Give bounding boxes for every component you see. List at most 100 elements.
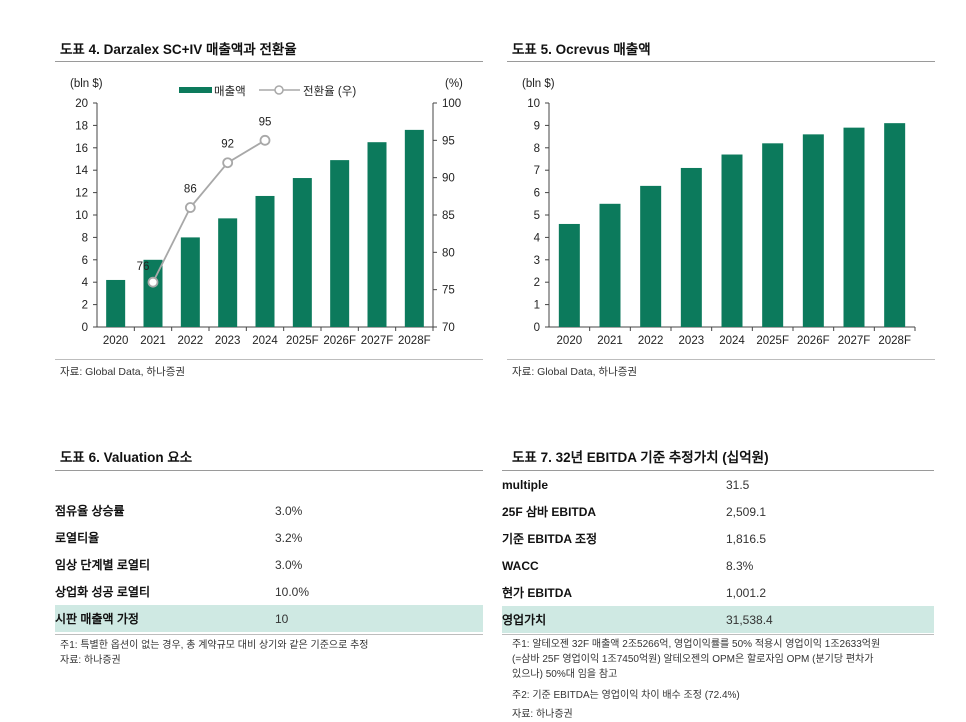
y-tick-label: 2 [534, 277, 540, 289]
y-tick-label: 2 [82, 300, 88, 312]
fig6-note2: 자료: 하나증권 [60, 655, 121, 666]
fig5-title: 도표 5. Ocrevus 매출액 [512, 42, 651, 57]
y-tick-label: 9 [534, 120, 540, 132]
fig5-left-unit: (bln $) [522, 78, 555, 90]
bar [640, 185, 662, 327]
x-tick-label: 2028F [878, 335, 911, 347]
fig4-right-unit: (%) [445, 78, 463, 90]
conversion-rate-line [152, 139, 266, 283]
fig7-bottom-rule [502, 634, 934, 635]
x-tick-label: 2028F [398, 335, 431, 347]
x-tick-label: 2024 [719, 335, 745, 347]
legend-bar-label: 매출액 [214, 85, 246, 98]
bar [762, 143, 784, 327]
fig7-row-value: 31,538.4 [726, 606, 934, 633]
fig7-row-value: 8.3% [726, 558, 754, 573]
x-tick-label: 2023 [215, 335, 241, 347]
y2-tick-label: 85 [442, 210, 455, 222]
line-data-label: 86 [184, 184, 197, 196]
fig4-source: 자료: Global Data, 하나증권 [60, 366, 186, 378]
fig7-row-label: 현가 EBITDA [502, 586, 573, 600]
fig7-row-value: 31.5 [726, 477, 750, 492]
fig7-row: 기준 EBITDA 조정 1,816.5 [502, 525, 934, 552]
fig6-row-value: 3.0% [275, 557, 303, 572]
fig7-row-value: 2,509.1 [726, 504, 767, 519]
fig4-left-unit: (bln $) [70, 78, 103, 90]
fig7-note1-line1: 주1: 알테오젠 32F 매출액 2조5266억, 영업이익률를 50% 적용시… [512, 639, 881, 650]
fig6-row-value: 3.2% [275, 530, 303, 545]
y-tick-label: 10 [75, 210, 88, 222]
fig6-row-label: 점유율 상승률 [55, 504, 125, 518]
fig7-title-rule [502, 470, 934, 471]
fig7-row-label: WACC [502, 558, 539, 573]
line-point [184, 202, 196, 213]
y2-tick-label: 100 [442, 98, 461, 110]
line-data-label: 76 [137, 261, 150, 273]
x-tick-label: 2025F [756, 335, 789, 347]
fig4-title-rule [55, 61, 483, 62]
y2-tick-label: 95 [442, 135, 455, 147]
x-tick-label: 2022 [178, 335, 204, 347]
fig6-row-value: 10.0% [275, 584, 310, 599]
x-tick-label: 2024 [252, 335, 278, 347]
y2-tick-label: 70 [442, 322, 455, 334]
y-tick-label: 7 [534, 165, 540, 177]
fig7-note2: 주2: 기준 EBITDA는 영업이익 차이 배수 조정 (72.4%) [512, 690, 740, 701]
y-tick-label: 6 [82, 255, 88, 267]
fig6-row-label: 시판 매출액 가정 [55, 605, 275, 632]
y-tick-label: 8 [534, 143, 540, 155]
y-tick-label: 3 [534, 255, 540, 267]
fig4-title: 도표 4. Darzalex SC+IV 매출액과 전환율 [60, 42, 297, 57]
y-tick-label: 0 [82, 322, 88, 334]
fig7-table: multiple 31.5 25F 삼바 EBITDA 2,509.1 기준 EBITD… [502, 471, 934, 633]
fig6-title: 도표 6. Valuation 요소 [60, 450, 193, 465]
fig5-title-rule [507, 61, 935, 62]
fig7-row: multiple 31.5 [502, 471, 934, 498]
fig7-row: 25F 삼바 EBITDA 2,509.1 [502, 498, 934, 525]
bar [843, 127, 865, 327]
y-tick-label: 16 [75, 143, 88, 155]
fig7-row-label: multiple [502, 477, 549, 492]
bar [680, 167, 702, 327]
y2-tick-label: 90 [442, 173, 455, 185]
x-tick-label: 2020 [103, 335, 129, 347]
y-tick-label: 12 [75, 188, 88, 200]
legend-bar-swatch [179, 87, 212, 93]
fig6-row: 점유율 상승률 3.0% [55, 497, 483, 524]
y-tick-label: 1 [534, 300, 540, 312]
fig6-row-label: 상업화 성공 로열티 [55, 585, 150, 599]
y2-tick-label: 80 [442, 247, 455, 259]
bar [721, 154, 743, 327]
x-tick-label: 2020 [557, 335, 583, 347]
fig5-chart: (bln $) 0 1 2 3 4 5 6 7 8 9 10 2020 2021 2022 2023 2024… [522, 78, 916, 347]
fig7-row-value: 1,001.2 [726, 585, 767, 600]
bar [404, 129, 424, 327]
y-tick-label: 5 [534, 210, 540, 222]
y-tick-label: 14 [75, 165, 88, 177]
fig6-row: 시판 매출액 가정 10 [55, 605, 483, 632]
fig6-table: 점유율 상승률 3.0% 로열티율 3.2% 임상 단계별 로열티 3.0% 상업화 성공 … [55, 497, 483, 632]
x-tick-label: 2025F [286, 335, 319, 347]
bar [218, 218, 238, 327]
x-tick-label: 2022 [638, 335, 664, 347]
fig6-bottom-rule [55, 634, 483, 635]
y-tick-label: 0 [534, 322, 540, 334]
fig7-title: 도표 7. 32년 EBITDA 기준 추정가치 (십억원) [512, 450, 769, 465]
fig7-note3: 자료: 하나증권 [512, 709, 573, 720]
fig4-chart: (bln $) (%) 매출액 전환율 (우) 0 2 4 6 8 10 12 14 16 18 2… [70, 78, 463, 347]
bar [180, 237, 200, 327]
y-tick-label: 4 [534, 232, 541, 244]
legend-line-marker [274, 85, 284, 95]
y-tick-label: 20 [75, 98, 88, 110]
fig6-row: 임상 단계별 로열티 3.0% [55, 551, 483, 578]
bar [558, 223, 580, 327]
x-tick-label: 2027F [361, 335, 394, 347]
fig7-row-value: 1,816.5 [726, 531, 767, 546]
x-tick-label: 2026F [797, 335, 830, 347]
x-tick-label: 2021 [597, 335, 623, 347]
line-data-label: 92 [221, 139, 234, 151]
fig7-note1-line3: 있으나) 50%대 임을 참고 [512, 669, 618, 680]
fig7-row-label: 기준 EBITDA 조정 [502, 532, 598, 546]
bar [599, 203, 621, 327]
fig6-row-value: 3.0% [275, 503, 303, 518]
